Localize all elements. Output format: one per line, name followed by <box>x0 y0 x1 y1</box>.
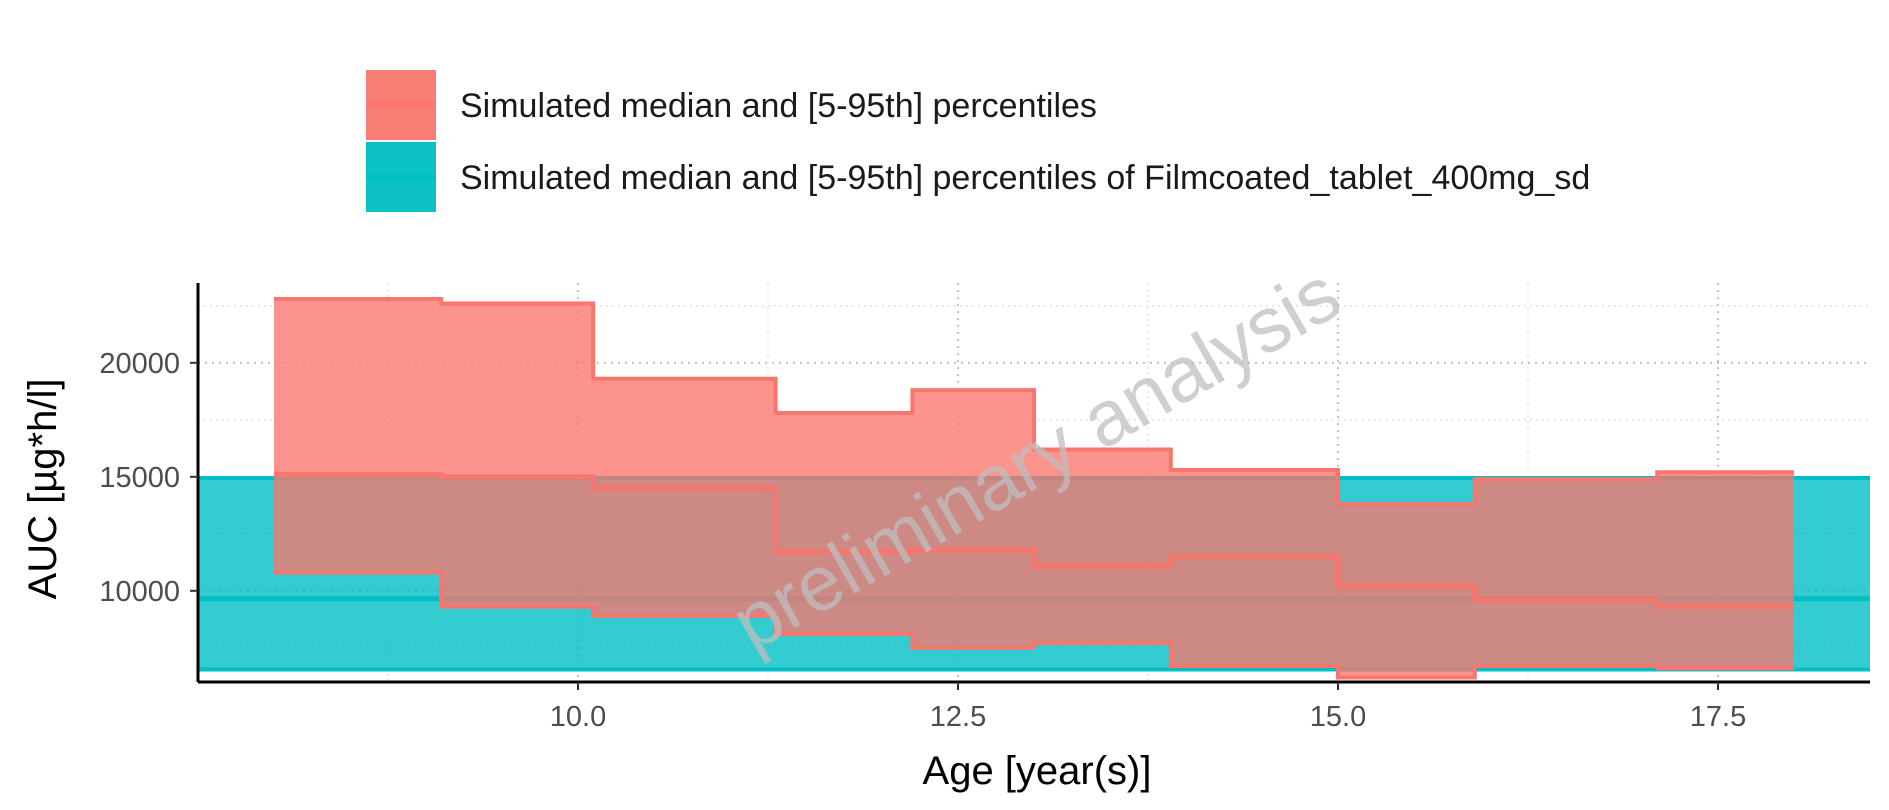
pediatric-p5-line <box>274 570 1794 680</box>
x-tick-label: 17.5 <box>1690 701 1746 733</box>
legend-label-reference: Simulated median and [5-95th] percentile… <box>460 159 1590 197</box>
y-tick-label: 20000 <box>99 348 180 380</box>
legend: Simulated median and [5-95th] percentile… <box>366 70 1590 212</box>
plot-area: preliminary analysis 10.0 12.5 15.0 17.5 10… <box>99 249 1870 733</box>
axes <box>196 283 1870 684</box>
x-tick-label: 15.0 <box>1310 701 1366 733</box>
y-tick-label: 15000 <box>99 462 180 494</box>
pediatric-band <box>274 296 1794 680</box>
y-tick-label: 10000 <box>99 576 180 608</box>
pediatric-ribbon <box>274 298 1794 678</box>
x-axis-title: Age [year(s)] <box>923 749 1152 793</box>
y-ticks: 10000 15000 20000 <box>99 348 198 608</box>
x-tick-label: 10.0 <box>550 701 606 733</box>
y-axis-title: AUC [µg*h/l] <box>21 379 65 600</box>
pediatric-p95-line <box>274 296 1794 507</box>
x-ticks: 10.0 12.5 15.0 17.5 <box>550 682 1746 733</box>
pediatric-median-line <box>274 472 1794 610</box>
x-tick-label: 12.5 <box>930 701 986 733</box>
legend-label-pediatric: Simulated median and [5-95th] percentile… <box>460 87 1097 125</box>
